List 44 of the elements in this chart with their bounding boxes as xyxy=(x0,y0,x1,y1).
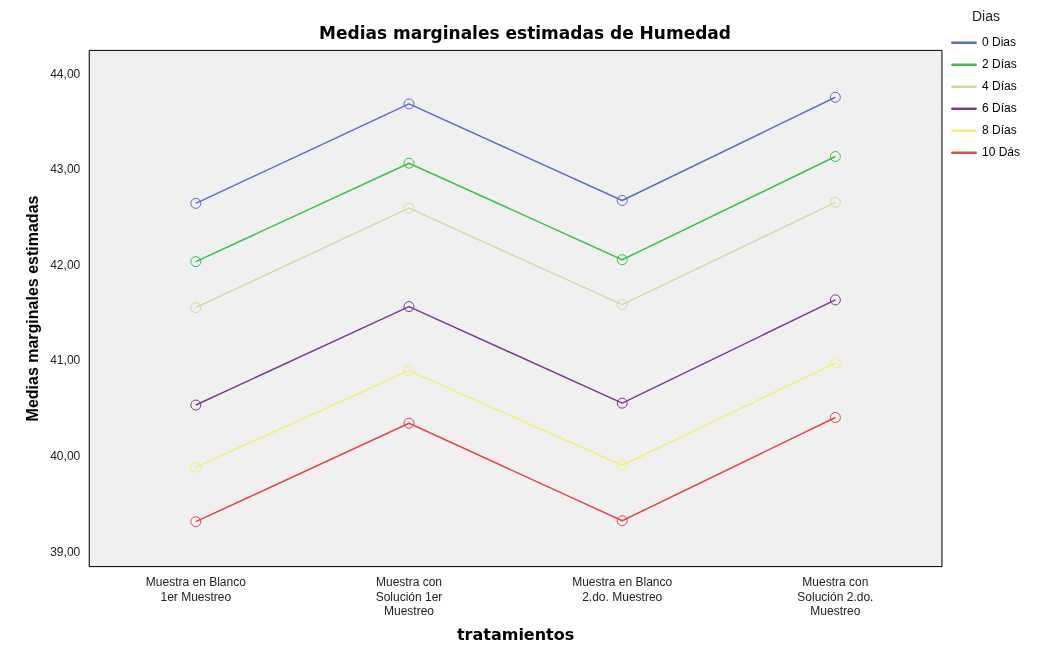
point xyxy=(616,397,628,409)
legend-title: Dias xyxy=(971,7,1000,24)
x-tick-label: Muestra con Solución 2.do. Muestreo xyxy=(797,575,874,618)
x-tick-label: Muestra en Blanco 1er Muestreo xyxy=(145,575,247,604)
legend-label: 8 Días xyxy=(981,123,1017,138)
point xyxy=(829,411,841,423)
legend-label: 10 Dás xyxy=(981,145,1021,160)
point xyxy=(616,515,628,527)
point xyxy=(190,302,202,314)
y-tick-label: 39,00 xyxy=(50,544,81,559)
point xyxy=(190,256,202,268)
y-tick-label: 41,00 xyxy=(50,353,81,368)
y-tick-label: 44,00 xyxy=(50,66,81,81)
point xyxy=(829,151,841,163)
y-axis-title: Medias marginales estimadas xyxy=(24,195,42,422)
point xyxy=(403,98,415,110)
x-tick-label: Muestra con Solución 1er Muestreo xyxy=(375,575,443,618)
x-tick-label: Muestra en Blanco 2.do. Muestreo xyxy=(572,575,673,604)
point xyxy=(190,516,202,528)
point xyxy=(403,202,415,214)
point xyxy=(829,294,841,306)
point xyxy=(829,357,841,369)
y-tick-label: 40,00 xyxy=(50,448,81,463)
point xyxy=(403,417,415,429)
legend-label: 4 Días xyxy=(981,79,1017,94)
point xyxy=(616,254,628,266)
point xyxy=(403,301,415,313)
legend-label: 2 Días xyxy=(981,57,1017,72)
x-axis-title: tratamientos xyxy=(456,624,575,644)
point xyxy=(616,459,628,471)
point xyxy=(190,399,202,411)
y-tick-label: 43,00 xyxy=(50,162,81,177)
legend-label: 6 Días xyxy=(981,101,1017,116)
point xyxy=(616,194,628,206)
y-tick-label: 42,00 xyxy=(50,257,81,272)
point xyxy=(403,157,415,169)
point xyxy=(829,196,841,208)
point xyxy=(190,197,202,209)
chart-title: Medias marginales estimadas de Humedad xyxy=(319,22,731,43)
point xyxy=(403,365,415,377)
point xyxy=(829,91,841,103)
legend-label: 0 Dias xyxy=(981,35,1016,50)
point xyxy=(190,461,202,473)
point xyxy=(616,299,628,311)
